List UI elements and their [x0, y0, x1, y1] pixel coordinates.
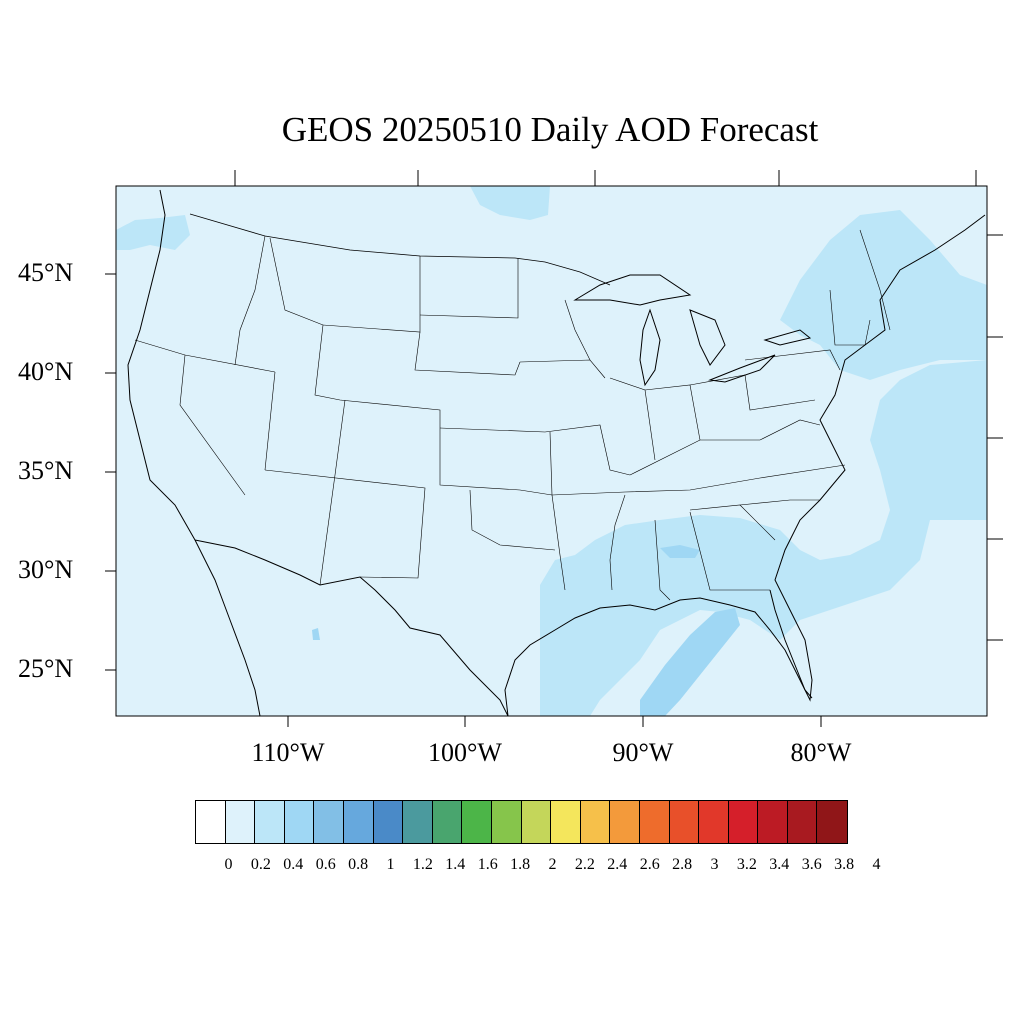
colorbar-tick-label: 1.2 [412, 856, 433, 873]
lon-label-110: 110°W [251, 738, 325, 767]
aod-patch-pacnw [116, 215, 190, 250]
colorbar-swatch [758, 801, 788, 843]
lat-label-30: 30°N [18, 555, 74, 584]
colorbar-tick-label: 0.4 [283, 856, 304, 873]
colorbar-swatch [580, 801, 611, 843]
colorbar-swatch [491, 801, 522, 843]
colorbar-swatch [343, 801, 374, 843]
lake-superior [573, 274, 692, 306]
colorbar-tick-label: 2.8 [672, 856, 693, 873]
lake-huron [689, 309, 726, 366]
lake-michigan [639, 308, 661, 387]
colorbar-swatch [817, 801, 848, 843]
colorbar-tick-label: 0 [224, 856, 233, 873]
lat-label-45: 45°N [18, 258, 74, 287]
lake-ontario [763, 329, 812, 346]
colorbar-swatch [610, 801, 640, 843]
colorbar-swatch [373, 801, 404, 843]
state-boundaries [134, 229, 891, 601]
colorbar-swatch [196, 801, 226, 843]
colorbar-swatch [639, 801, 670, 843]
colorbar-swatch [669, 801, 700, 843]
canada-border [189, 213, 611, 286]
colorbar-swatch [728, 801, 759, 843]
colorbar-tick-label: 1.8 [510, 856, 531, 873]
colorbar-tick-label: 4 [872, 856, 881, 873]
lon-label-80: 80°W [790, 738, 852, 767]
florida-outline [769, 589, 813, 699]
colorbar-swatch [521, 801, 552, 843]
colorbar-swatch [462, 801, 492, 843]
colorbar-tick-label: 3.6 [801, 856, 822, 873]
colorbar-tick-label: 3.4 [769, 856, 790, 873]
lat-label-35: 35°N [18, 456, 74, 485]
colorbar-swatch [403, 801, 433, 843]
aod-patch-canada [470, 186, 550, 220]
colorbar-swatch [255, 801, 285, 843]
colorbar-tick-label: 1.6 [477, 856, 498, 873]
colorbar-tick-label: 0.8 [348, 856, 369, 873]
colorbar [195, 800, 849, 844]
colorbar-tick-label: 0.6 [315, 856, 336, 873]
colorbar-tick-label: 2.2 [574, 856, 595, 873]
colorbar-tick-label: 3.8 [834, 856, 855, 873]
aod-patch-gulf-southeast [540, 360, 987, 716]
colorbar-tick-label: 2.4 [607, 856, 628, 873]
colorbar-tick-label: 3 [710, 856, 719, 873]
colorbar-swatch [699, 801, 729, 843]
colorbar-swatch [551, 801, 581, 843]
lat-label-40: 40°N [18, 357, 74, 386]
map-title: GEOS 20250510 Daily AOD Forecast [281, 110, 819, 149]
colorbar-swatch [314, 801, 344, 843]
colorbar-tick-label: 1.4 [445, 856, 466, 873]
map-frame [115, 185, 988, 717]
colorbar-swatch [284, 801, 315, 843]
axis-ticks [105, 170, 1003, 727]
colorbar-tick-label: 2 [548, 856, 557, 873]
lon-label-100: 100°W [428, 738, 502, 767]
colorbar-swatch [787, 801, 818, 843]
colorbar-swatch [225, 801, 256, 843]
colorbar-tick-label: 2.6 [639, 856, 660, 873]
lon-label-90: 90°W [612, 738, 674, 767]
colorbar-tick-label: 3.2 [736, 856, 757, 873]
aod-patch-gulf-streak [640, 608, 740, 716]
aod-patch-georgia [660, 545, 700, 558]
colorbar-swatch [432, 801, 463, 843]
lake-erie [708, 354, 776, 383]
aod-patch-mexico-spot [312, 628, 320, 640]
lat-label-25: 25°N [18, 654, 74, 683]
colorbar-tick-label: 0.2 [250, 856, 271, 873]
colorbar-tick-label: 1 [386, 856, 395, 873]
